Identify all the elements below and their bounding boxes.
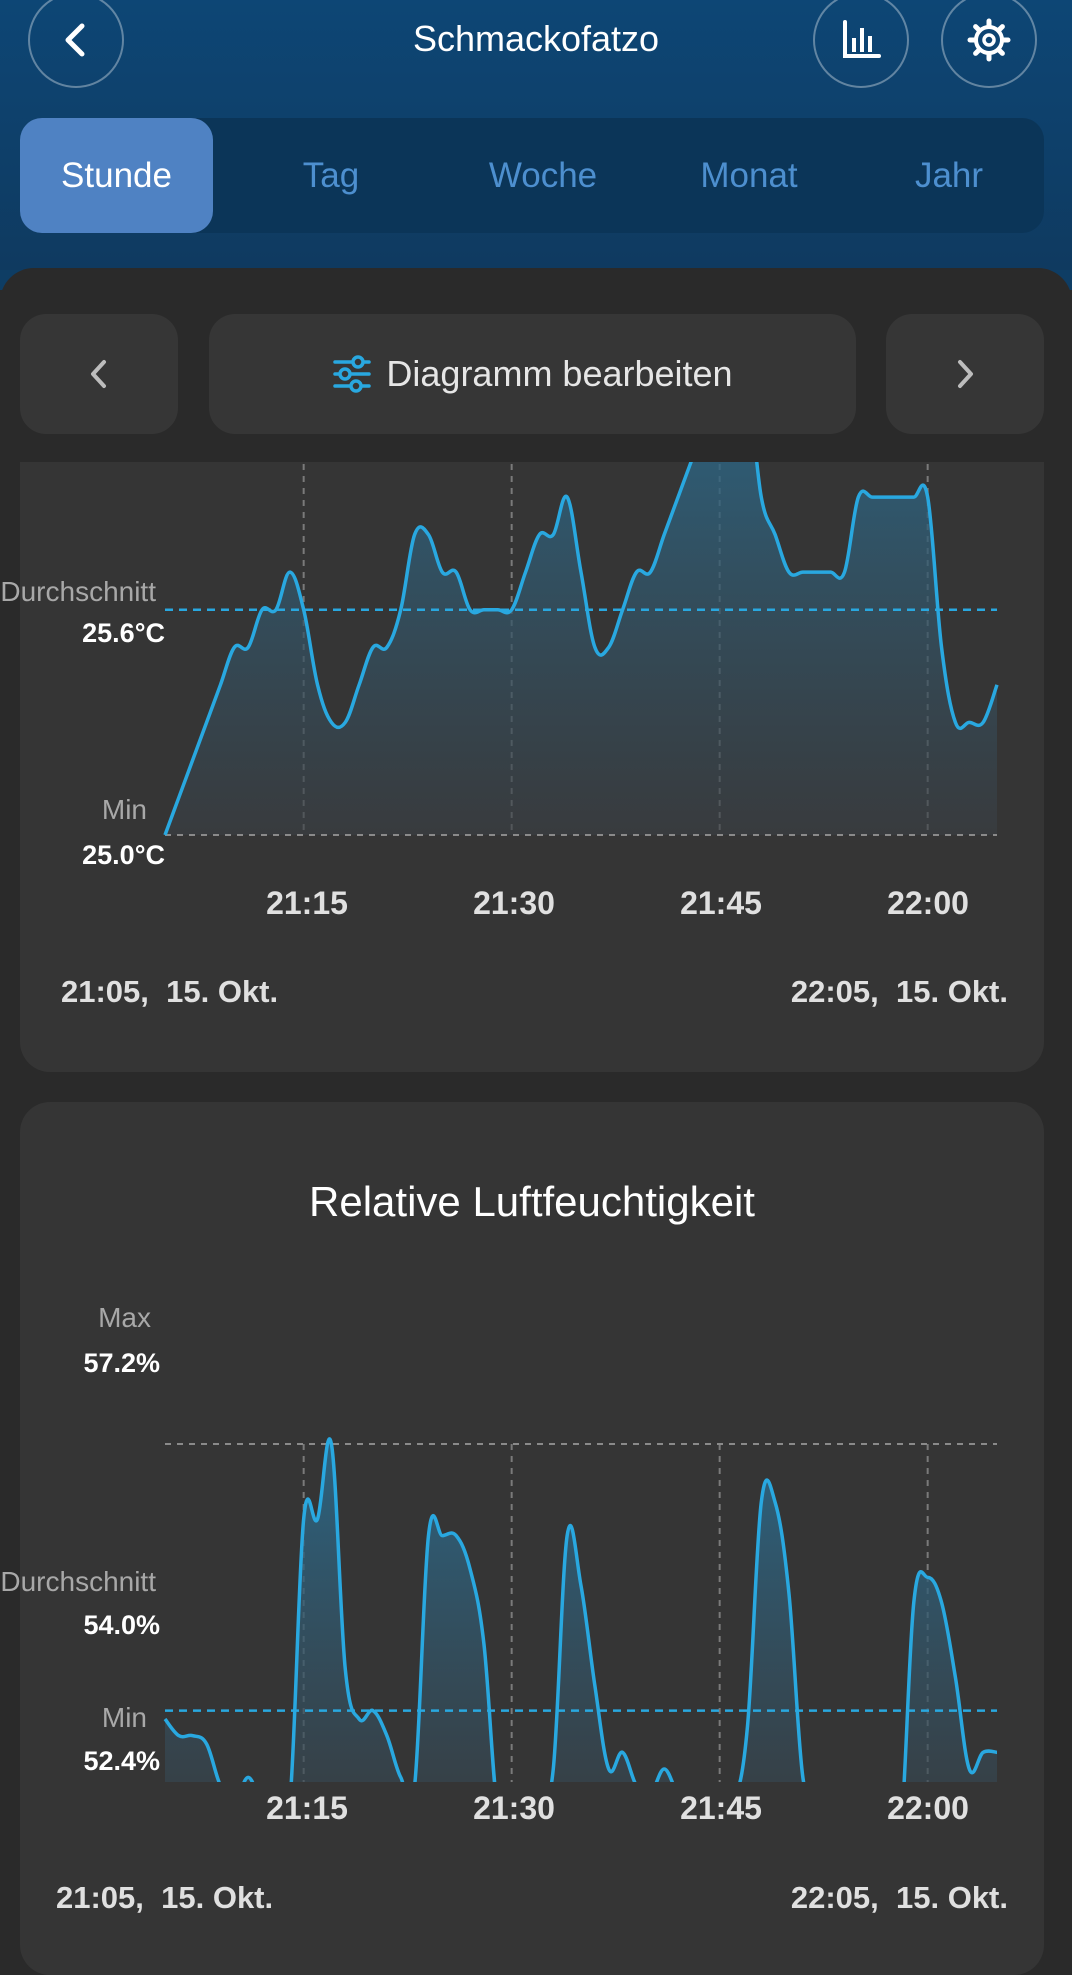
average-label: Durchschnitt <box>0 576 156 607</box>
tab-label: Stunde <box>61 155 172 195</box>
x-tick: 21:45 <box>680 885 762 921</box>
chevron-left-icon <box>65 23 85 57</box>
tab-label: Jahr <box>914 155 984 195</box>
min-label: Min <box>101 1702 147 1733</box>
bar-chart-icon <box>843 20 881 58</box>
gear-icon <box>967 18 1011 62</box>
x-tick: 21:15 <box>266 1790 348 1826</box>
x-tick: 21:45 <box>680 1790 762 1826</box>
page-title: Schmackofatzo <box>412 18 660 59</box>
edit-chart-label: Diagramm bearbeiten <box>386 353 733 394</box>
period-tabs: Stunde Tag Woche Monat Jahr <box>20 118 1044 233</box>
x-tick: 22:00 <box>887 1790 969 1826</box>
max-value: 57.2% <box>83 1348 160 1378</box>
range-start: 21:05, 15. Okt. <box>61 974 279 1009</box>
tab-monat[interactable]: Monat <box>644 118 854 233</box>
series-area <box>165 1439 997 1782</box>
series-line <box>163 380 999 836</box>
sliders-icon <box>333 355 372 393</box>
min-label: Min <box>101 794 147 825</box>
x-tick: 21:30 <box>473 885 555 921</box>
temperature-card: Durchschnitt 25.6°C Min 25.0°C 21:15 21:… <box>0 380 1044 1072</box>
edit-chart-button[interactable]: Diagramm bearbeiten <box>209 314 856 434</box>
chevron-left-icon <box>91 360 106 388</box>
tab-label: Woche <box>488 155 598 195</box>
settings-button[interactable] <box>941 0 1037 88</box>
min-value: 52.4% <box>83 1746 160 1776</box>
next-period-button[interactable] <box>886 314 1044 434</box>
chart-title: Relative Luftfeuchtigkeit <box>309 1178 755 1225</box>
average-label: Durchschnitt <box>0 1566 156 1597</box>
series-area <box>165 380 997 835</box>
max-label: Max <box>98 1302 151 1333</box>
range-end: 22:05, 15. Okt. <box>790 974 1008 1009</box>
statistics-button[interactable] <box>813 0 909 88</box>
average-value: 25.6°C <box>82 618 165 648</box>
range-start: 21:05, 15. Okt. <box>56 1880 274 1915</box>
min-value: 25.0°C <box>82 840 165 870</box>
average-value: 54.0% <box>83 1610 160 1640</box>
tab-tag[interactable]: Tag <box>241 118 421 233</box>
tab-woche[interactable]: Woche <box>438 118 648 233</box>
range-end: 22:05, 15. Okt. <box>790 1880 1008 1915</box>
tab-label: Tag <box>302 155 360 195</box>
chevron-right-icon <box>958 360 973 388</box>
x-tick: 22:00 <box>887 885 969 921</box>
humidity-card: Relative Luftfeuchtigkeit Max 57.2% Durc… <box>0 1102 1044 1975</box>
tab-label: Monat <box>700 155 798 195</box>
x-tick: 21:15 <box>266 885 348 921</box>
back-button[interactable] <box>28 0 124 88</box>
previous-period-button[interactable] <box>20 314 178 434</box>
tab-jahr[interactable]: Jahr <box>854 118 1044 233</box>
header-bar: Schmackofatzo Stunde Tag Woche Monat <box>0 0 1072 270</box>
series-line <box>163 1437 998 1782</box>
x-tick: 21:30 <box>473 1790 555 1826</box>
humidity-chart <box>163 1437 998 1782</box>
tab-stunde[interactable]: Stunde <box>20 118 213 233</box>
